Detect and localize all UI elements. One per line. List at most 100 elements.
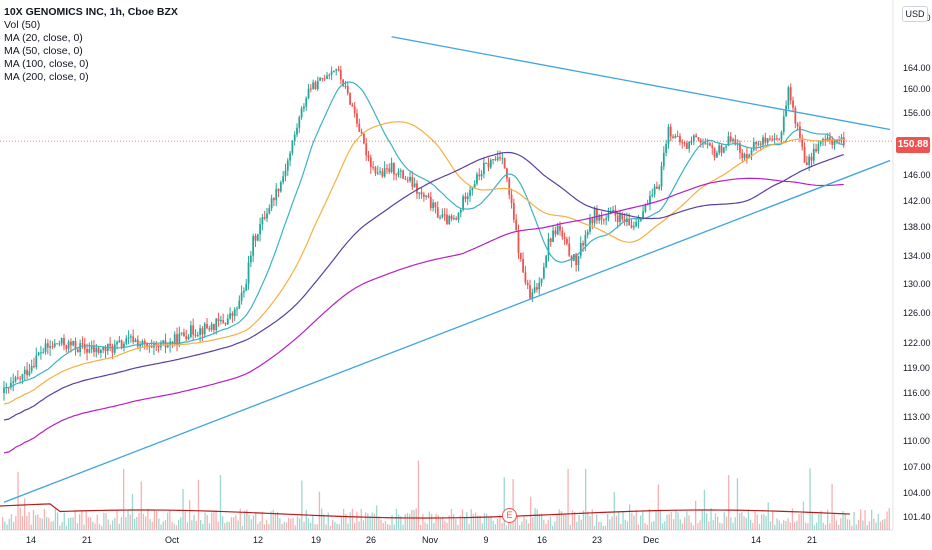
volume-bar	[285, 522, 288, 530]
volume-bar	[136, 516, 138, 530]
candle-body	[510, 194, 513, 204]
legend-title: 10X GENOMICS INC, 1h, Cboe BZX	[4, 6, 178, 18]
volume-bar	[664, 521, 666, 530]
volume-bar	[475, 512, 477, 530]
candle-body	[566, 238, 568, 244]
candle-body	[526, 282, 529, 286]
volume-bar	[76, 523, 79, 530]
volume-bar	[560, 511, 563, 530]
volume-bar	[435, 513, 437, 530]
volume-bar	[109, 524, 112, 530]
volume-bar	[327, 512, 329, 530]
volume-bar	[629, 504, 631, 530]
candle-body	[732, 139, 734, 142]
candle-body	[718, 145, 721, 153]
volume-bar	[796, 520, 798, 530]
volume-bar	[17, 471, 19, 530]
volume-bar	[83, 524, 85, 530]
volume-bar	[604, 525, 607, 530]
candle-body	[715, 152, 718, 158]
volume-bar	[758, 523, 761, 530]
candle-body	[563, 236, 566, 239]
candle-body	[499, 157, 501, 159]
earnings-marker[interactable]: E	[502, 508, 517, 523]
y-tick-label: 134.00	[903, 251, 931, 261]
candle-body	[508, 178, 511, 195]
candle-body	[30, 365, 33, 372]
candle-body	[683, 142, 686, 144]
volume-bar	[794, 522, 796, 530]
candle-body	[351, 104, 354, 107]
volume-bar	[195, 521, 197, 530]
candle-body	[273, 198, 275, 201]
volume-bar	[378, 518, 380, 530]
volume-bar	[862, 520, 864, 530]
candle-body	[536, 287, 538, 290]
volume-bar	[426, 523, 428, 530]
volume-bar	[153, 509, 156, 530]
candle-body	[238, 300, 241, 309]
volume-bar	[651, 522, 653, 530]
volume-bar	[602, 525, 604, 530]
candle-body	[660, 166, 663, 187]
y-tick-label: 101.40	[903, 512, 931, 522]
volume-bar	[222, 516, 224, 530]
candle-body	[464, 196, 467, 200]
candle-body	[559, 225, 561, 231]
candle-body	[139, 344, 142, 347]
candle-body	[53, 343, 56, 347]
volume-bar	[668, 514, 670, 530]
volume-bar	[673, 519, 675, 530]
volume-bar	[459, 515, 461, 530]
volume-bar	[519, 525, 521, 530]
candle-body	[12, 381, 15, 384]
volume-bar	[679, 519, 681, 530]
y-tick-label: 142.00	[903, 196, 931, 206]
candle-body	[245, 283, 248, 291]
currency-button[interactable]: USD	[902, 6, 928, 22]
candle-body	[314, 82, 317, 89]
volume-bar	[470, 509, 472, 530]
candle-body	[665, 143, 668, 153]
volume-bar	[877, 514, 879, 530]
chart-legend: 10X GENOMICS INC, 1h, Cboe BZX Vol (50) …	[4, 6, 178, 84]
volume-bar	[543, 519, 545, 530]
volume-bar	[783, 520, 785, 530]
volume-bar	[186, 522, 189, 530]
candle-body	[635, 222, 638, 227]
volume-bar	[642, 511, 644, 530]
volume-bar	[400, 516, 402, 530]
candle-body	[769, 138, 771, 140]
volume-bar	[318, 491, 321, 530]
candle-body	[639, 219, 642, 222]
candle-body	[755, 141, 758, 145]
volume-bar	[752, 522, 754, 530]
volume-bar	[818, 514, 820, 530]
candle-body	[146, 343, 148, 347]
volume-bar	[191, 520, 193, 530]
candle-body	[23, 369, 26, 375]
volume-bar	[4, 521, 6, 530]
candle-body	[789, 87, 792, 101]
candle-body	[369, 157, 372, 167]
candle-body	[552, 230, 554, 242]
volume-bar	[202, 523, 204, 530]
candle-body	[522, 259, 524, 273]
candle-body	[540, 278, 543, 283]
candle-body	[480, 174, 483, 177]
candle-body	[409, 177, 411, 181]
candle-body	[667, 126, 670, 144]
candle-body	[748, 154, 751, 159]
ma200-line	[3, 177, 844, 454]
volume-bar	[772, 511, 774, 530]
candle-body	[180, 332, 183, 334]
candle-body	[420, 192, 423, 195]
volume-bar	[422, 514, 424, 530]
candle-body	[413, 183, 416, 187]
candle-body	[127, 337, 130, 339]
volume-bar	[217, 521, 219, 530]
volume-bar	[587, 511, 589, 530]
volume-bar	[428, 511, 431, 530]
volume-bar	[263, 524, 266, 530]
candle-body	[734, 139, 737, 144]
